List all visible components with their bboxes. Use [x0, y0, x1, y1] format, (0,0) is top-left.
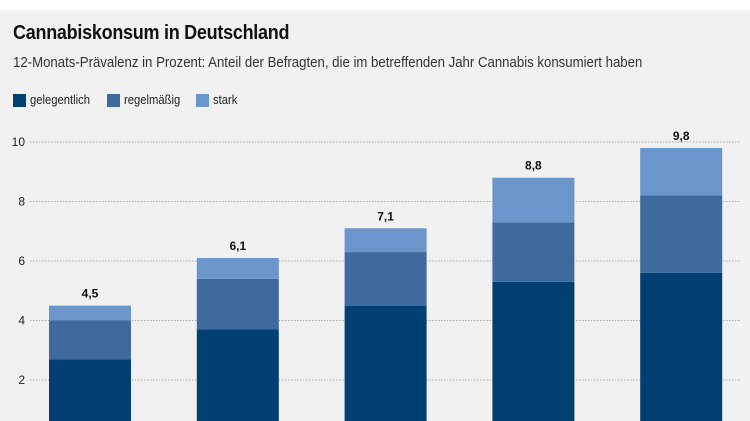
bar-segment-stark [196, 258, 279, 279]
bars [49, 147, 723, 421]
bar-segment-gelegentlich [196, 329, 279, 421]
legend-label: regelmäßig [123, 93, 180, 107]
total-label: 4,5 [82, 287, 99, 301]
legend-label: stark [213, 93, 238, 107]
bar-segment-regelmäßig [196, 278, 279, 330]
legend-item-gelegentlich: gelegentlich [13, 93, 97, 107]
data-labels: 4,5 6,1 7,1 8,8 9,8 [82, 129, 690, 301]
legend-label: gelegentlich [30, 93, 91, 107]
bar-segment-gelegentlich [640, 272, 723, 421]
bar-segment-regelmäßig [640, 195, 723, 273]
legend-swatch-regelmaessig [106, 93, 120, 107]
total-label: 9,8 [673, 129, 690, 143]
y-axis: 2 4 6 8 10 [12, 135, 26, 387]
bar-segment-regelmäßig [492, 222, 575, 282]
legend-item-regelmaessig: regelmäßig [106, 93, 187, 107]
legend-swatch-gelegentlich [13, 93, 26, 107]
legend-item-stark: stark [196, 93, 240, 107]
bar-segment-stark [492, 177, 575, 223]
chart-subtitle: 12-Monats-Prävalenz in Prozent: Anteil d… [13, 54, 643, 71]
bar-segment-regelmäßig [344, 252, 427, 306]
bar-segment-stark [49, 305, 131, 321]
bar-segment-gelegentlich [492, 281, 575, 421]
chart-title: Cannabiskonsum in Deutschland [13, 22, 290, 44]
y-tick-label: 4 [18, 314, 25, 328]
total-label: 6,1 [229, 239, 246, 253]
legend: gelegentlich regelmäßig stark [13, 93, 240, 107]
bar-segment-stark [344, 228, 427, 253]
y-tick-label: 8 [18, 195, 25, 209]
total-label: 7,1 [377, 209, 394, 223]
legend-swatch-stark [196, 93, 210, 107]
y-tick-label: 2 [18, 373, 25, 387]
bar-segment-regelmäßig [49, 320, 131, 360]
total-label: 8,8 [525, 159, 542, 173]
y-tick-label: 10 [12, 135, 26, 149]
y-tick-label: 6 [18, 254, 25, 268]
bar-segment-stark [640, 147, 723, 196]
bar-segment-gelegentlich [49, 359, 131, 421]
bar-segment-gelegentlich [344, 305, 427, 421]
